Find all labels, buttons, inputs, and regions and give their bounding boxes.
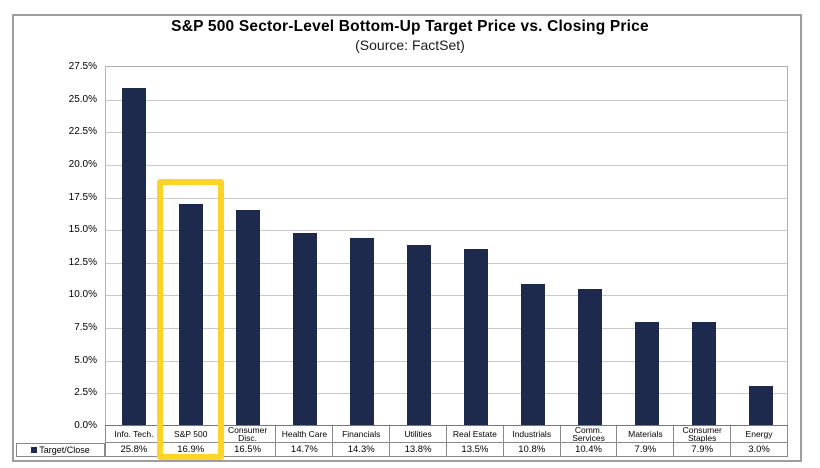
legend: Target/Close [16, 443, 105, 457]
bar-health-care [293, 233, 317, 425]
bar-consumer-disc [236, 210, 260, 425]
y-tick-label: 17.5% [68, 191, 97, 203]
y-tick-label: 10.0% [68, 289, 97, 301]
bar-consumer-staples [692, 322, 716, 425]
chart-subtitle: (Source: FactSet) [355, 37, 465, 53]
value-row: 25.8% 16.9% 16.5% 14.7% 14.3% 13.8% 13.5% 10.8%… [105, 443, 788, 457]
y-tick-label: 12.5% [68, 256, 97, 268]
value-label: 3.0% [730, 443, 788, 457]
gridline [106, 361, 787, 362]
category-label: Consumer Disc. [218, 426, 276, 443]
bar-financials [350, 238, 374, 425]
legend-label: Target/Close [39, 445, 90, 455]
y-tick-label: 0.0% [74, 420, 97, 431]
value-label: 14.3% [332, 443, 390, 457]
gridline [106, 328, 787, 329]
y-tick-label: 5.0% [74, 354, 97, 366]
category-label: Industrials [502, 426, 560, 443]
value-label: 10.4% [559, 443, 617, 457]
bar-s-p-500 [179, 204, 203, 425]
category-label: Consumer Staples [673, 426, 731, 443]
category-label: Comm. Services [559, 426, 617, 443]
y-tick-label: 20.0% [68, 158, 97, 170]
gridline [106, 100, 787, 101]
value-label: 16.9% [161, 443, 219, 457]
value-label: 13.5% [445, 443, 503, 457]
category-label: Utilities [389, 426, 446, 443]
category-label: Materials [616, 426, 674, 443]
category-label: Real Estate [445, 426, 503, 443]
category-label: Energy [730, 426, 788, 443]
category-label: Info. Tech. [105, 426, 162, 443]
gridline [106, 165, 787, 166]
value-label: 7.9% [673, 443, 731, 457]
gridline [106, 393, 787, 394]
y-tick-label: 27.5% [68, 61, 97, 72]
bar-real-estate [464, 249, 488, 425]
value-label: 25.8% [105, 443, 162, 457]
gridline [106, 198, 787, 199]
category-label: Health Care [275, 426, 333, 443]
category-label: S&P 500 [161, 426, 219, 443]
y-tick-label: 15.0% [68, 224, 97, 236]
y-tick-label: 22.5% [68, 126, 97, 138]
bar-materials [635, 322, 659, 425]
value-label: 13.8% [389, 443, 446, 457]
y-tick-label: 7.5% [74, 322, 97, 334]
value-label: 7.9% [616, 443, 674, 457]
bar-utilities [407, 245, 431, 425]
plot-area [105, 66, 788, 427]
y-tick-label: 25.0% [68, 93, 97, 105]
value-label: 16.5% [218, 443, 276, 457]
gridline [106, 263, 787, 264]
bar-comm-services [578, 289, 602, 425]
legend-swatch-icon [31, 447, 38, 453]
bar-industrials [521, 284, 545, 425]
y-tick-label: 2.5% [74, 387, 97, 399]
category-header-row: Info. Tech. S&P 500 Consumer Disc. Health C… [105, 425, 788, 443]
chart-title: S&P 500 Sector-Level Bottom-Up Target Pr… [171, 18, 649, 35]
value-label: 14.7% [275, 443, 333, 457]
gridline [106, 132, 787, 133]
bar-info-tech [122, 88, 146, 425]
category-label: Financials [332, 426, 390, 443]
bar-energy [749, 386, 773, 425]
gridline [106, 230, 787, 231]
gridline [106, 295, 787, 296]
value-label: 10.8% [502, 443, 560, 457]
